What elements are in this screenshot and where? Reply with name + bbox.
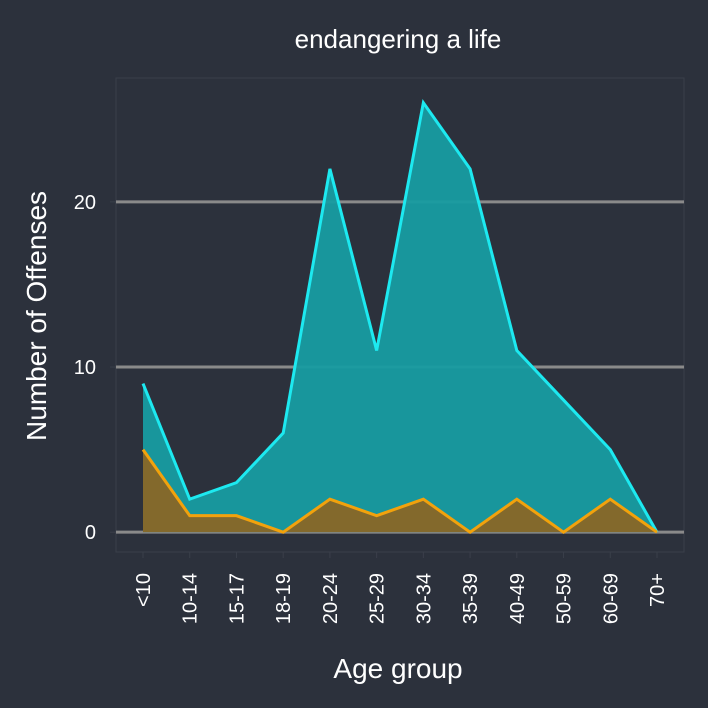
x-tick-label-25-29: 25-29 [367, 573, 389, 624]
x-tick-label-20-24: 20-24 [320, 573, 342, 624]
chart-title: endangering a life [295, 24, 502, 54]
y-tick-label-20: 20 [74, 192, 96, 214]
series-2-area [143, 449, 657, 533]
y-axis-ticks: 0 10 20 [74, 192, 116, 544]
x-tick-label-30-34: 30-34 [413, 573, 435, 624]
x-tick-label-<10: <10 [133, 573, 155, 607]
series-2-line [141, 448, 658, 535]
x-axis-ticks: <10 10-14 15-17 18-19 20-24 25-29 30-34 35-39 40… [133, 552, 669, 624]
x-axis-title: Age group [333, 653, 462, 684]
x-tick-label-10-14: 10-14 [180, 573, 202, 624]
x-tick-label-70+: 70+ [647, 573, 669, 607]
y-tick-label-0: 0 [85, 522, 96, 544]
x-tick-label-60-69: 60-69 [600, 573, 622, 624]
x-tick-label-18-19: 18-19 [273, 573, 295, 624]
series-layer [141, 99, 659, 535]
series-1-line [141, 99, 659, 533]
x-tick-label-15-17: 15-17 [226, 573, 248, 624]
plot-panel [115, 77, 685, 553]
x-tick-label-50-59: 50-59 [554, 573, 576, 624]
y-axis-title: Number of Offenses [21, 191, 52, 441]
series-1-area [143, 102, 657, 533]
x-tick-label-35-39: 35-39 [460, 573, 482, 624]
y-tick-label-10: 10 [74, 357, 96, 379]
x-tick-label-40-49: 40-49 [507, 573, 529, 624]
